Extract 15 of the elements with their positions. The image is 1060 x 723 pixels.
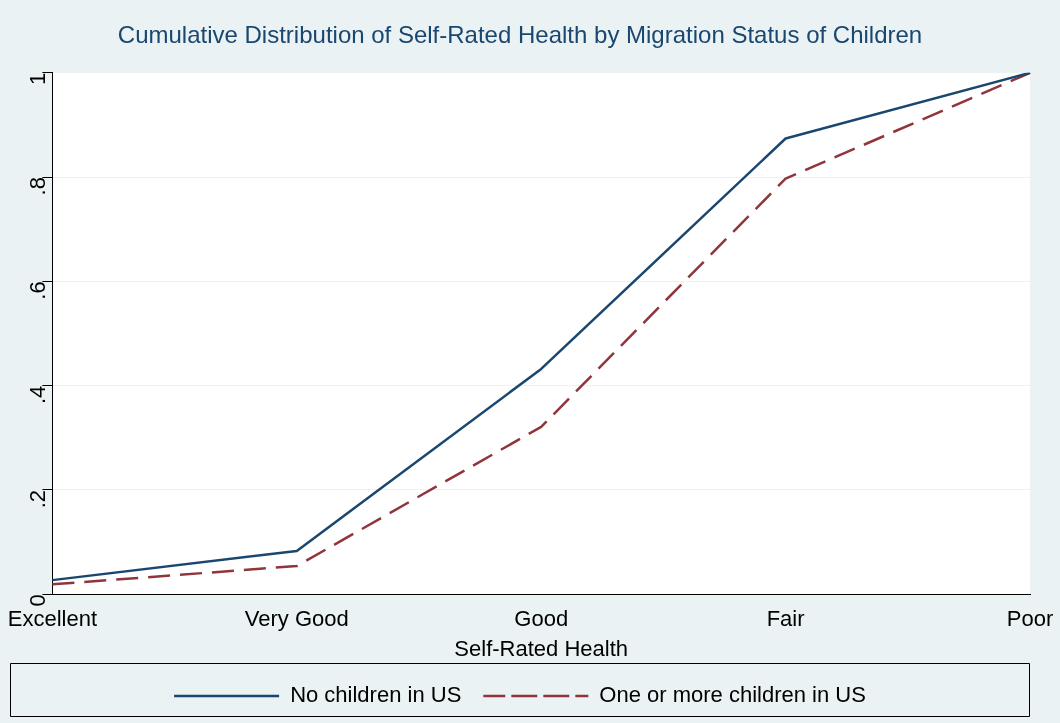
y-tick-label: 1 bbox=[25, 72, 51, 86]
y-tick-label: 0 bbox=[25, 594, 51, 607]
x-tick-label: Very Good bbox=[244, 606, 349, 632]
legend-label: No children in US bbox=[290, 682, 462, 708]
chart-title: Cumulative Distribution of Self-Rated Health by Migration Status of Children bbox=[117, 21, 923, 49]
y-tick-label: .6 bbox=[25, 281, 51, 300]
y-tick-label: .4 bbox=[25, 385, 51, 404]
x-tick-label: Fair bbox=[766, 606, 805, 632]
x-tick-label: Poor bbox=[1006, 606, 1054, 632]
x-tick-label: Good bbox=[514, 606, 569, 632]
x-axis-title: Self-Rated Health bbox=[454, 635, 629, 661]
y-tick-label: .8 bbox=[25, 177, 51, 196]
x-tick-label: Excellent bbox=[7, 606, 98, 632]
legend-label: One or more children in US bbox=[599, 682, 866, 708]
y-tick-label: .2 bbox=[25, 489, 51, 509]
